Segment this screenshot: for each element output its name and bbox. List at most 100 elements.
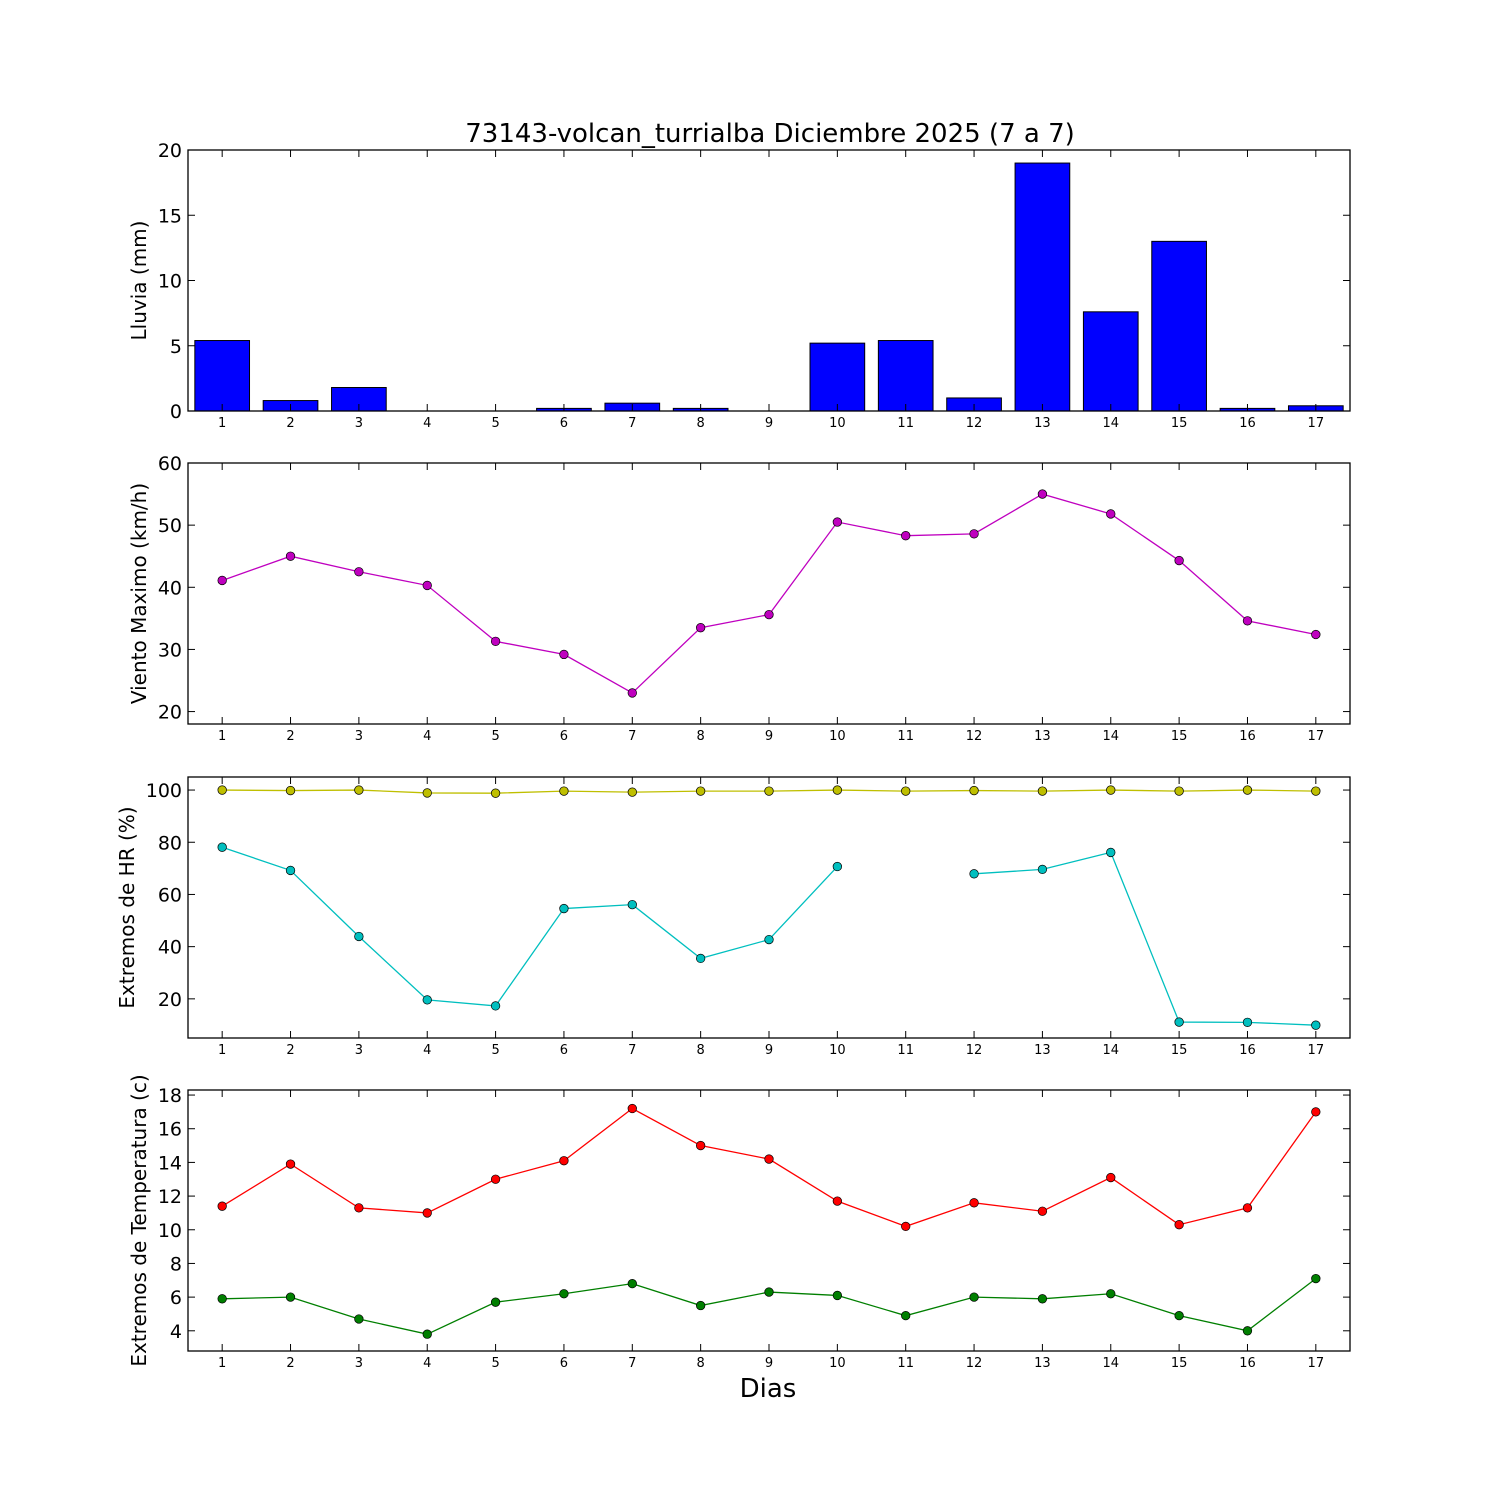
point-day-1	[217, 842, 227, 852]
point-day-3	[354, 1203, 364, 1213]
x-tick-label: 8	[697, 1356, 705, 1371]
x-axis-label: Dias	[740, 1374, 797, 1404]
x-tick-label: 10	[829, 729, 846, 744]
bar-day-11	[877, 340, 934, 412]
y-tick-label: 20	[158, 140, 182, 162]
y-tick-label: 10	[158, 271, 182, 293]
point-day-14	[1106, 1289, 1116, 1299]
point-day-17	[1311, 786, 1321, 796]
point-day-6	[559, 1156, 569, 1166]
panel-temperature: 1 2 3 4 5 6 7 8 9 10 11 12 13 14 15 16 174681012141618Ex…	[127, 1074, 1351, 1371]
point-day-15	[1174, 1017, 1184, 1027]
point-day-13	[1037, 489, 1048, 499]
x-tick-label: 8	[697, 416, 705, 431]
x-tick-label: 14	[1102, 1043, 1119, 1058]
point-day-6	[559, 786, 569, 796]
point-day-15	[1174, 786, 1184, 796]
y-tick-label: 40	[158, 937, 182, 959]
y-tick-label: 10	[158, 1220, 182, 1242]
series-1	[217, 785, 1321, 798]
point-day-14	[1106, 1172, 1116, 1183]
point-day-14	[1106, 509, 1116, 519]
x-tick-label: 7	[628, 1356, 636, 1371]
point-day-9	[764, 1287, 774, 1297]
x-tick-label: 4	[423, 416, 431, 431]
point-day-16	[1242, 616, 1253, 626]
point-day-3	[354, 785, 364, 795]
point-day-1	[217, 1201, 227, 1211]
x-tick-label: 14	[1102, 416, 1119, 431]
x-tick-label: 7	[628, 729, 636, 744]
x-tick-label: 3	[355, 1043, 363, 1058]
x-tick-label: 7	[628, 1043, 636, 1058]
y-tick-label: 60	[158, 453, 182, 475]
y-tick-label: 12	[158, 1186, 182, 1208]
x-tick-label: 8	[697, 1043, 705, 1058]
x-tick-label: 1	[218, 1356, 226, 1371]
point-day-2	[285, 551, 296, 561]
x-tick-label: 17	[1308, 416, 1325, 431]
series-1	[217, 489, 1321, 698]
x-tick-label: 15	[1171, 1043, 1188, 1058]
x-tick-label: 12	[966, 416, 983, 431]
plot-frame	[187, 462, 1351, 725]
y-tick-label: 5	[170, 336, 182, 358]
panel-wind: 1 2 3 4 5 6 7 8 9 10 11 12 13 14 15 16 172030405060Vient…	[127, 453, 1351, 744]
x-tick-label: 9	[765, 416, 773, 431]
bar-day-14	[1082, 311, 1139, 412]
x-tick-label: 5	[491, 1356, 499, 1371]
y-tick-label: 16	[158, 1119, 182, 1141]
x-tick-label: 15	[1171, 1356, 1188, 1371]
point-day-7	[627, 688, 637, 698]
point-day-4	[422, 788, 432, 798]
point-day-11	[901, 1221, 911, 1232]
x-tick-label: 13	[1034, 729, 1051, 744]
panel-rain: 1 2 3 4 5 6 7 8 9 10 11 12 13 14 15 16 1705101520Lluvia …	[127, 140, 1351, 431]
point-day-5	[490, 636, 501, 646]
plot-frame	[187, 1089, 1351, 1352]
y-tick-label: 60	[158, 884, 182, 906]
x-tick-label: 1	[218, 1043, 226, 1058]
y-axis-label: Lluvia (mm)	[127, 221, 151, 341]
y-tick-label: 20	[158, 702, 182, 724]
x-tick-label: 16	[1239, 416, 1256, 431]
x-tick-label: 7	[628, 416, 636, 431]
x-tick-label: 5	[491, 416, 499, 431]
point-day-16	[1242, 1203, 1253, 1213]
x-tick-label: 17	[1308, 1356, 1325, 1371]
point-day-9	[764, 609, 774, 620]
point-day-15	[1174, 1310, 1184, 1321]
x-tick-label: 14	[1102, 729, 1119, 744]
y-tick-label: 20	[158, 989, 182, 1011]
point-day-2	[285, 1292, 296, 1302]
x-tick-label: 8	[697, 729, 705, 744]
point-day-14	[1106, 847, 1116, 858]
x-tick-label: 11	[897, 1356, 914, 1371]
y-tick-label: 40	[158, 577, 182, 599]
point-day-5	[490, 1174, 501, 1184]
x-tick-label: 16	[1239, 1043, 1256, 1058]
bar-day-10	[809, 342, 866, 412]
point-day-7	[627, 787, 637, 797]
x-tick-label: 10	[829, 1043, 846, 1058]
x-tick-label: 4	[423, 1356, 431, 1371]
point-day-4	[422, 995, 432, 1005]
point-day-12	[969, 529, 979, 539]
y-tick-label: 18	[158, 1085, 182, 1107]
point-day-3	[354, 931, 364, 942]
x-tick-label: 1	[218, 729, 226, 744]
point-day-13	[1037, 1206, 1048, 1216]
point-day-8	[695, 1300, 706, 1311]
point-day-12	[969, 1198, 979, 1208]
x-tick-label: 5	[491, 1043, 499, 1058]
chart-title: 73143-volcan_turrialba Diciembre 2025 (7…	[465, 119, 1075, 149]
series-line	[974, 851, 1316, 1026]
point-day-12	[969, 1292, 979, 1302]
point-day-1	[217, 575, 227, 586]
point-day-10	[832, 1290, 843, 1301]
x-tick-label: 2	[286, 1043, 294, 1058]
point-day-15	[1174, 1220, 1184, 1230]
x-tick-label: 17	[1308, 729, 1325, 744]
y-tick-label: 50	[158, 515, 182, 537]
x-tick-label: 1	[218, 416, 226, 431]
